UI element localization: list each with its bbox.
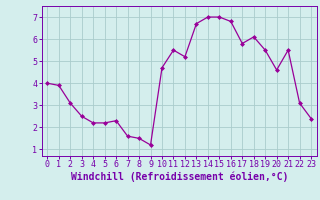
X-axis label: Windchill (Refroidissement éolien,°C): Windchill (Refroidissement éolien,°C) bbox=[70, 172, 288, 182]
